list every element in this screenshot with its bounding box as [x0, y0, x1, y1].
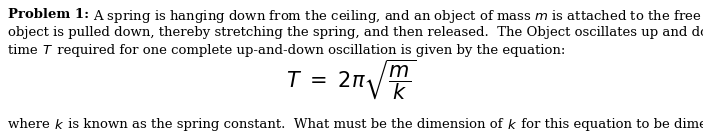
- Text: time: time: [8, 44, 42, 57]
- Text: where: where: [8, 118, 54, 131]
- Text: required for one complete up-and-down oscillation is given by the equation:: required for one complete up-and-down os…: [53, 44, 565, 57]
- Text: $k$: $k$: [54, 118, 64, 132]
- Text: is known as the spring constant.  What must be the dimension of: is known as the spring constant. What mu…: [64, 118, 507, 131]
- Text: object is pulled down, thereby stretching the spring, and then released.  The Ob: object is pulled down, thereby stretchin…: [8, 26, 703, 39]
- Text: A spring is hanging down from the ceiling, and an object of mass $m$ is attached: A spring is hanging down from the ceilin…: [89, 8, 703, 25]
- Text: for this equation to be dimensionally: for this equation to be dimensionally: [517, 118, 703, 131]
- Text: $T \ = \ 2\pi\sqrt{\dfrac{m}{k}}$: $T \ = \ 2\pi\sqrt{\dfrac{m}{k}}$: [286, 58, 417, 102]
- Text: $k$: $k$: [507, 118, 517, 132]
- Text: $T$: $T$: [42, 44, 53, 57]
- Text: Problem 1:: Problem 1:: [8, 8, 89, 21]
